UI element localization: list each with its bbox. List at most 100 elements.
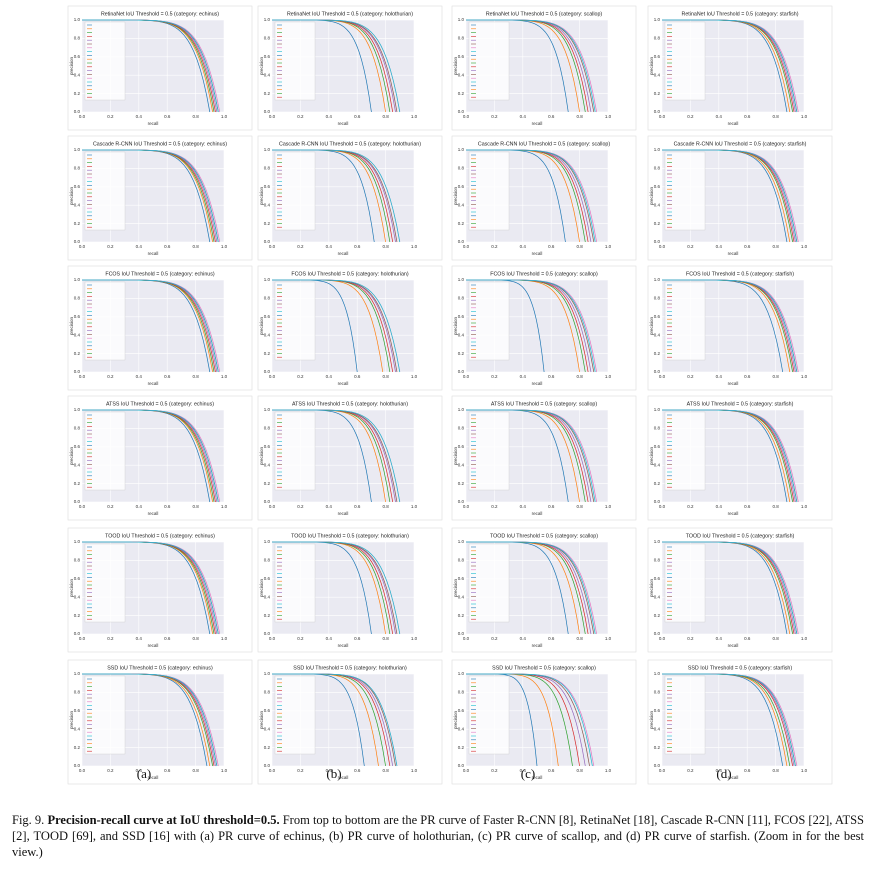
y-tick-label: 0.8 <box>74 166 81 171</box>
y-tick-label: 0.4 <box>74 332 81 337</box>
y-tick-label: 0.2 <box>458 221 465 226</box>
x-axis-label: recall <box>728 121 739 126</box>
panel-title: FCOS IoU Threshold = 0.5 (category: scal… <box>490 271 598 277</box>
x-tick-label: 0.0 <box>269 114 276 119</box>
x-tick-label: 0.6 <box>548 244 555 249</box>
y-tick-label: 0.6 <box>458 54 465 59</box>
y-tick-label: 0.2 <box>264 745 271 750</box>
x-tick-label: 0.8 <box>192 374 199 379</box>
y-tick-label: 0.4 <box>264 594 271 599</box>
y-tick-label: 0.8 <box>458 690 465 695</box>
legend-box <box>468 675 510 755</box>
pr-curve <box>272 279 401 373</box>
x-tick-label: 0.2 <box>107 114 114 119</box>
x-tick-label: 1.0 <box>411 636 418 641</box>
y-tick-label: 0.2 <box>264 351 271 356</box>
x-tick-label: 0.0 <box>463 504 470 509</box>
x-tick-label: 0.8 <box>382 244 389 249</box>
y-tick-label: 0.8 <box>458 296 465 301</box>
subfigure-label: (a) <box>137 766 151 781</box>
x-tick-label: 0.6 <box>548 768 555 773</box>
x-tick-label: 0.8 <box>192 114 199 119</box>
y-tick-label: 0.8 <box>74 296 81 301</box>
y-tick-label: 0.0 <box>74 109 81 114</box>
y-tick-label: 0.8 <box>458 36 465 41</box>
y-tick-label: 0.8 <box>264 558 271 563</box>
y-tick-label: 1.0 <box>74 17 81 22</box>
y-tick-label: 0.8 <box>654 426 661 431</box>
x-tick-label: 0.4 <box>326 114 333 119</box>
x-tick-label: 0.4 <box>136 244 143 249</box>
x-tick-label: 1.0 <box>221 244 228 249</box>
legend-box <box>84 411 126 491</box>
y-tick-label: 1.0 <box>264 407 271 412</box>
y-tick-label: 0.8 <box>458 426 465 431</box>
x-tick-label: 0.0 <box>463 114 470 119</box>
x-axis-label: recall <box>338 381 349 386</box>
x-tick-label: 0.8 <box>192 244 199 249</box>
legend-box <box>274 675 316 755</box>
panel-title: ATSS IoU Threshold = 0.5 (category: scal… <box>491 401 597 407</box>
pr-curve <box>662 279 798 373</box>
x-tick-label: 0.6 <box>744 504 751 509</box>
panel-title: RetinaNet IoU Threshold = 0.5 (category:… <box>101 11 219 17</box>
y-axis-label: precision <box>259 711 264 730</box>
x-tick-label: 0.8 <box>576 768 583 773</box>
y-tick-label: 0.2 <box>264 91 271 96</box>
panel-title: TOOD IoU Threshold = 0.5 (category: echi… <box>105 533 215 539</box>
y-tick-label: 0.8 <box>264 690 271 695</box>
y-tick-label: 0.0 <box>458 763 465 768</box>
x-tick-label: 0.2 <box>687 244 694 249</box>
pr-curve <box>82 409 219 503</box>
x-tick-label: 0.8 <box>772 504 779 509</box>
x-tick-label: 0.0 <box>269 636 276 641</box>
pr-curve <box>662 409 798 503</box>
y-tick-label: 1.0 <box>74 671 81 676</box>
x-axis-label: recall <box>148 121 159 126</box>
y-tick-label: 0.0 <box>264 239 271 244</box>
caption-label: Fig. 9. <box>12 813 45 827</box>
x-tick-label: 0.2 <box>297 636 304 641</box>
legend-box <box>84 281 126 361</box>
pr-curve <box>82 149 219 243</box>
pr-curve <box>466 673 593 767</box>
y-tick-label: 0.4 <box>264 462 271 467</box>
legend-box <box>84 543 126 623</box>
y-axis-label: precision <box>649 187 654 206</box>
x-tick-label: 0.6 <box>744 636 751 641</box>
x-tick-label: 0.8 <box>192 636 199 641</box>
y-axis-label: precision <box>649 317 654 336</box>
y-axis-label: precision <box>453 711 458 730</box>
x-tick-label: 0.6 <box>354 114 361 119</box>
panel-title: RetinaNet IoU Threshold = 0.5 (category:… <box>287 11 413 17</box>
x-tick-label: 0.0 <box>463 374 470 379</box>
x-tick-label: 1.0 <box>605 504 612 509</box>
pr-curve <box>272 673 398 767</box>
pr-curve <box>466 279 596 373</box>
pr-curve <box>82 541 219 635</box>
y-tick-label: 0.8 <box>264 166 271 171</box>
x-axis-label: recall <box>532 381 543 386</box>
x-tick-label: 0.6 <box>354 636 361 641</box>
x-tick-label: 1.0 <box>411 768 418 773</box>
x-tick-label: 0.6 <box>164 636 171 641</box>
y-tick-label: 0.8 <box>74 690 81 695</box>
x-tick-label: 1.0 <box>605 374 612 379</box>
y-tick-label: 1.0 <box>74 147 81 152</box>
legend-box <box>664 21 706 101</box>
x-tick-label: 0.2 <box>491 504 498 509</box>
y-tick-label: 1.0 <box>458 147 465 152</box>
y-tick-label: 0.4 <box>74 462 81 467</box>
y-tick-label: 0.0 <box>74 763 81 768</box>
caption-bold: Precision-recall curve at IoU threshold=… <box>47 813 280 827</box>
legend-box <box>664 281 706 361</box>
x-tick-label: 0.2 <box>107 504 114 509</box>
x-tick-label: 0.2 <box>491 244 498 249</box>
y-tick-label: 0.2 <box>74 351 81 356</box>
y-tick-label: 0.2 <box>74 91 81 96</box>
x-tick-label: 0.0 <box>269 768 276 773</box>
x-tick-label: 0.2 <box>107 244 114 249</box>
pr-curve <box>466 149 596 243</box>
x-axis-label: recall <box>532 121 543 126</box>
panel-title: SSD IoU Threshold = 0.5 (category: holot… <box>293 665 407 671</box>
